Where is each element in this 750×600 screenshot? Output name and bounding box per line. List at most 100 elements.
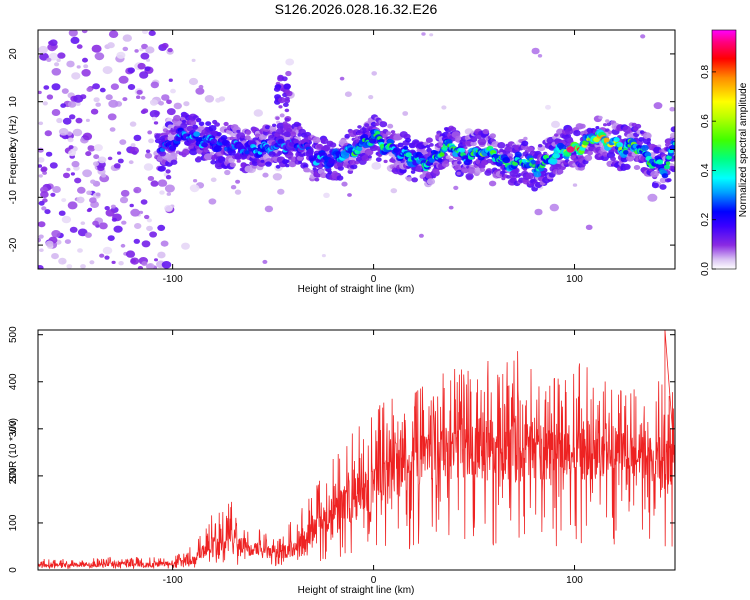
- spectrogram-cell: [90, 108, 99, 115]
- spectrogram-cell: [479, 167, 486, 172]
- spectrogram-cell: [339, 76, 345, 81]
- spectrogram-cell: [298, 160, 303, 164]
- spectrogram-cell: [157, 179, 168, 187]
- spectrogram-cell: [277, 138, 285, 145]
- spectrogram-cell: [244, 165, 254, 173]
- spectrogram-cell: [38, 121, 44, 126]
- spectrogram-cell: [95, 192, 101, 197]
- spectrogram-cell: [145, 46, 155, 54]
- spectrogram-cell: [121, 220, 127, 225]
- spectrogram-cell: [85, 151, 92, 157]
- spectrogram-cell: [133, 238, 140, 244]
- spectrogram-cell: [378, 138, 385, 144]
- spectrogram-cell: [279, 113, 285, 118]
- spectrogram-cell: [61, 88, 69, 94]
- colorbar-label: Normalized spectral amplitude: [738, 82, 749, 217]
- spectrogram-cell: [327, 170, 333, 175]
- spectrogram-cell: [450, 126, 457, 132]
- spectrogram-cell: [351, 164, 358, 170]
- spectrogram-cell: [441, 105, 447, 110]
- spectrogram-cell: [42, 171, 47, 175]
- spectrogram-cell: [118, 261, 124, 266]
- colorbar-gradient: [711, 29, 737, 270]
- spectrogram-cell: [497, 142, 506, 149]
- spectrogram-cell: [443, 160, 449, 165]
- snr-y-tick-label: 500: [8, 326, 19, 343]
- spectrogram-cell: [647, 193, 658, 202]
- spectrogram-cell: [210, 159, 217, 165]
- spectrogram-cell: [164, 184, 175, 193]
- spectrogram-cell: [82, 57, 88, 63]
- spectrogram-cell: [94, 52, 105, 61]
- spectrogram-cell: [130, 208, 141, 217]
- spectrogram-cell: [67, 201, 78, 210]
- spectrogram-cell: [141, 261, 148, 266]
- spectrogram-cell: [549, 203, 559, 212]
- spectrogram-cell: [39, 248, 44, 252]
- spectrogram-cell: [264, 125, 271, 130]
- spectrogram-cell: [262, 259, 268, 264]
- spectrogram-cell: [653, 102, 663, 110]
- spectrogram-cell: [193, 179, 198, 183]
- spectrogram-cell: [305, 168, 311, 173]
- spectrogram-cell: [208, 125, 217, 132]
- figure-title: S126.2026.028.16.32.E26: [275, 1, 438, 17]
- spectrogram-cell: [289, 131, 297, 137]
- spectrogram-cell: [38, 200, 45, 206]
- spectrogram-cell: [321, 254, 326, 258]
- spectrogram-cell: [285, 163, 290, 168]
- spectrogram-cell: [277, 188, 285, 195]
- spectrogram-cell: [523, 136, 528, 141]
- spectrogram-cell: [86, 190, 92, 196]
- spectrogram-cell: [150, 81, 159, 89]
- spectrogram-cell: [245, 130, 252, 135]
- spectrogram-cell: [146, 58, 151, 62]
- spectrogram-cell: [515, 174, 521, 178]
- spectrogram-cell: [120, 243, 126, 248]
- spectrogram-cell: [306, 148, 314, 155]
- spectrogram-cell: [183, 101, 190, 107]
- spectrogram-cell: [134, 223, 142, 229]
- spectrogram-cell: [166, 108, 176, 116]
- snr-x-tick-label: 100: [566, 575, 583, 586]
- spectrogram-cell: [54, 62, 60, 67]
- spectrogram-cell: [51, 230, 61, 238]
- spectrogram-cell: [616, 142, 624, 148]
- spectrogram-cell: [44, 209, 51, 215]
- spectrogram-cell: [205, 121, 212, 126]
- spectrogram-cell: [481, 160, 488, 166]
- spectrogram-cell: [670, 126, 675, 133]
- spectrogram-cell: [63, 172, 70, 179]
- spectrogram-cell: [379, 121, 388, 128]
- spectrogram-cell: [214, 122, 221, 127]
- spectrogram-cell: [181, 119, 187, 124]
- spectrogram-cell: [102, 246, 113, 255]
- spectrogram-cell: [244, 135, 251, 141]
- snr-y-tick-label: 200: [8, 467, 19, 484]
- spectrogram-cell: [284, 96, 290, 101]
- spectrogram-cell: [610, 156, 616, 162]
- spectrogram-cell: [673, 155, 675, 160]
- spectrogram-cell: [61, 198, 67, 203]
- spectrogram-cell: [367, 155, 372, 159]
- spectrogram-cell: [195, 87, 205, 95]
- spectrogram-y-axis-label: Frequency (Hz): [8, 116, 19, 185]
- spectrogram-cell: [161, 94, 170, 101]
- spectrogram-cell: [69, 114, 76, 120]
- spectrogram-cell: [73, 94, 84, 103]
- spectrogram-cell: [293, 139, 300, 144]
- spectrogram-cell: [595, 126, 600, 130]
- spectrogram-cell: [344, 133, 351, 139]
- spectrogram-cell: [38, 174, 43, 178]
- spectrogram-cell: [82, 132, 93, 141]
- spectrogram-cell: [91, 44, 102, 53]
- spectrogram-cell: [457, 160, 462, 165]
- spectrogram-cell: [148, 138, 155, 144]
- spectrogram-cell: [130, 143, 136, 148]
- spectrogram-cell: [278, 105, 283, 109]
- spectrogram-x-tick-label: 0: [371, 274, 377, 285]
- spectrogram-cell: [42, 101, 48, 106]
- spectrogram-cell: [296, 155, 304, 161]
- spectrogram-cell: [204, 95, 215, 103]
- spectrogram-cell: [665, 161, 671, 165]
